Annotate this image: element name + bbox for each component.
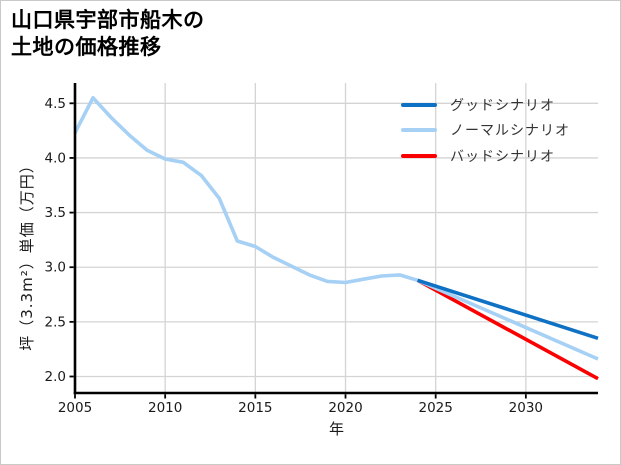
x-tick-label: 2015 xyxy=(238,400,272,416)
legend: グッドシナリオ ノーマルシナリオ バッドシナリオ xyxy=(401,92,570,169)
good-line xyxy=(417,278,599,341)
x-tick-label: 2025 xyxy=(419,400,453,416)
normal-line xyxy=(416,278,599,361)
y-tick-label: 3.0 xyxy=(45,260,66,276)
y-tick-label: 3.5 xyxy=(45,205,66,221)
historical-line xyxy=(73,96,419,285)
legend-label-normal: ノーマルシナリオ xyxy=(450,123,570,140)
y-tick-label: 4.0 xyxy=(45,150,66,166)
good-scenario-line-swatch xyxy=(401,102,437,107)
tick-marks xyxy=(69,102,527,399)
legend-item-good: グッドシナリオ xyxy=(401,92,570,118)
legend-item-bad: バッドシナリオ xyxy=(401,143,570,169)
y-tick-label: 2.0 xyxy=(45,369,66,385)
normal-scenario-line-swatch xyxy=(401,128,437,133)
x-tick-label: 2010 xyxy=(148,400,182,416)
axes-spines xyxy=(73,83,598,395)
tick-labels: 2005 2010 2015 2020 2025 2030 2.0 2.5 3.0 3.5 4.0 4… xyxy=(45,96,544,416)
legend-label-good: グッドシナリオ xyxy=(450,97,555,114)
x-tick-label: 2005 xyxy=(58,400,92,416)
bad-scenario-line-swatch xyxy=(401,153,437,158)
bad-line xyxy=(416,278,599,381)
x-tick-label: 2030 xyxy=(509,400,543,416)
y-tick-label: 2.5 xyxy=(45,314,66,330)
x-axis-label: 年 xyxy=(328,420,344,438)
x-tick-label: 2020 xyxy=(328,400,362,416)
legend-item-normal: ノーマルシナリオ xyxy=(401,118,570,144)
y-axis-label: 坪（3.3m²）単価（万円） xyxy=(18,157,36,351)
legend-label-bad: バッドシナリオ xyxy=(450,148,555,165)
chart-title: 山口県宇部市船木の 土地の価格推移 xyxy=(11,7,205,61)
chart-title-line1: 山口県宇部市船木の xyxy=(11,8,205,32)
chart-title-line2: 土地の価格推移 xyxy=(11,35,162,59)
y-tick-label: 4.5 xyxy=(45,96,66,112)
